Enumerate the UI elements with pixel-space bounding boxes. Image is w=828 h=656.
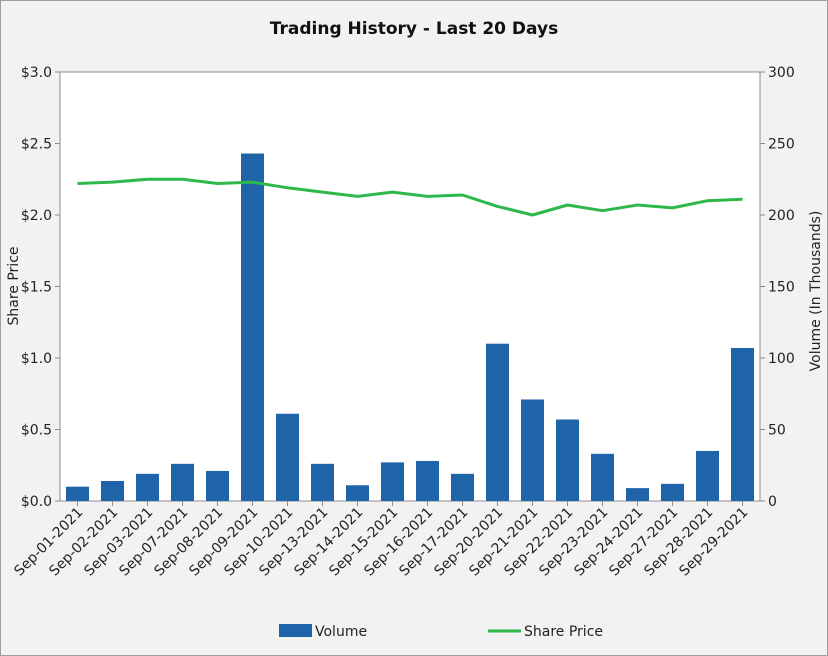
volume-bar	[731, 347, 754, 501]
left-tick-label: $3.0	[21, 65, 52, 81]
right-tick-label: 200	[768, 208, 795, 224]
left-axis-label: Share Price	[6, 246, 22, 325]
volume-bar	[381, 462, 404, 501]
share-price-line	[77, 177, 743, 217]
volume-bar	[521, 399, 544, 501]
legend-volume-swatch	[279, 624, 312, 637]
left-tick-label: $0.0	[21, 494, 52, 510]
left-tick-label: $2.0	[21, 208, 52, 224]
volume-bar	[311, 463, 334, 501]
left-tick-label: $0.5	[21, 423, 52, 439]
volume-bar	[66, 486, 89, 501]
volume-bar	[451, 473, 474, 501]
left-tick-label: $2.5	[21, 137, 52, 153]
plot-area	[59, 71, 761, 502]
chart-title: Trading History - Last 20 Days	[270, 19, 558, 39]
volume-bar	[241, 153, 264, 501]
volume-bar	[416, 460, 439, 501]
volume-bar	[276, 413, 299, 501]
volume-bar	[696, 450, 719, 501]
volume-bar	[136, 473, 159, 501]
right-tick-label: 150	[768, 280, 795, 296]
legend: Volume Share Price	[279, 624, 603, 640]
volume-bars	[66, 153, 754, 501]
volume-bar	[591, 453, 614, 501]
legend-share-price-label: Share Price	[524, 624, 603, 640]
right-axis-ticks: 0 50 100 150 200 250 300	[760, 65, 795, 510]
legend-volume-label: Volume	[315, 624, 367, 640]
right-tick-label: 50	[768, 423, 786, 439]
x-axis-ticks: Sep-01-2021Sep-02-2021Sep-03-2021Sep-07-…	[11, 501, 751, 579]
share-price-line-group	[77, 177, 743, 217]
volume-bar	[486, 343, 509, 501]
right-axis-label: Volume (In Thousands)	[808, 211, 824, 372]
volume-bar	[556, 419, 579, 501]
right-tick-label: 0	[768, 494, 777, 510]
left-tick-label: $1.5	[21, 280, 52, 296]
right-tick-label: 250	[768, 137, 795, 153]
left-tick-label: $1.0	[21, 351, 52, 367]
right-tick-label: 100	[768, 351, 795, 367]
volume-bar	[346, 485, 369, 501]
volume-bar	[661, 483, 684, 501]
volume-bar	[626, 488, 649, 501]
left-axis-ticks: $0.0 $0.5 $1.0 $1.5 $2.0 $2.5 $3.0	[21, 65, 60, 510]
volume-bar	[206, 470, 229, 501]
volume-bar	[171, 463, 194, 501]
volume-bar	[101, 480, 124, 501]
right-tick-label: 300	[768, 65, 795, 81]
